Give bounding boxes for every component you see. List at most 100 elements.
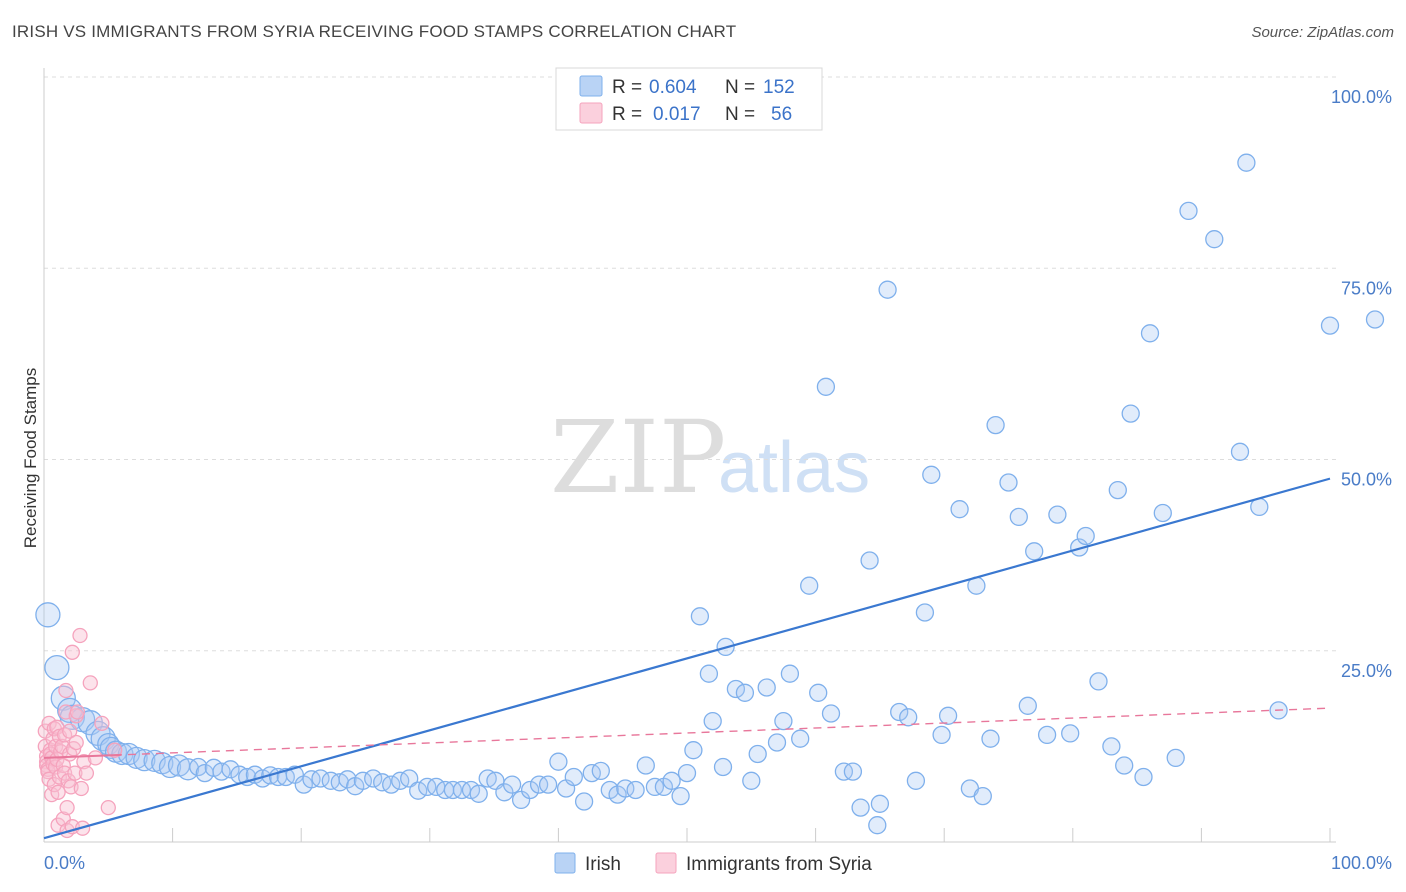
syria-point-46	[72, 627, 88, 644]
legend-n-value-1: 152	[763, 77, 795, 98]
x-tick-label-100: 100.0%	[1331, 853, 1392, 873]
irish-point-99	[843, 762, 863, 781]
irish-point-122	[1037, 725, 1057, 745]
syria-point-27	[55, 757, 71, 774]
syria-point-36	[62, 723, 78, 739]
syria-point-33	[59, 799, 75, 816]
irish-point-58	[502, 775, 522, 794]
syria-point-54	[100, 799, 116, 816]
syria-point-55	[107, 742, 123, 758]
irish-point-92	[780, 664, 800, 683]
legend-n-label-1: N =	[725, 77, 755, 98]
irish-point-85	[726, 679, 746, 699]
irish-point-65	[564, 767, 583, 787]
irish-point-127	[1089, 672, 1108, 691]
irish-point-89	[757, 678, 776, 697]
irish-point-105	[890, 702, 909, 722]
irish-point-25	[221, 760, 240, 779]
legend-swatch-syria	[579, 102, 603, 124]
irish-point-60	[520, 780, 540, 800]
gridlines	[44, 76, 1336, 652]
irish-point-80	[690, 607, 710, 626]
irish-point-91	[774, 711, 793, 731]
irish-point-0	[35, 602, 61, 628]
irish-point-76	[662, 771, 681, 790]
irish-point-66	[574, 792, 594, 811]
syria-point-53	[94, 715, 110, 732]
syria-point-49	[76, 754, 92, 770]
irish-point-115	[973, 786, 992, 806]
irish-point-133	[1140, 324, 1160, 343]
bottom-legend-swatch-irish	[554, 852, 576, 874]
source-label: Source: ZipAtlas.com	[1251, 24, 1394, 41]
x-axis-ticks	[172, 828, 1331, 842]
bottom-legend-swatch-syria	[655, 852, 677, 874]
legend-box: R = 0.604 N = 152 R = 0.017 N = 56	[555, 67, 823, 131]
irish-point-136	[1179, 201, 1198, 221]
irish-point-106	[899, 708, 918, 727]
irish-point-73	[636, 756, 655, 775]
irish-point-108	[915, 603, 935, 622]
irish-point-100	[851, 798, 870, 817]
irish-point-44	[382, 775, 401, 794]
irish-point-14	[125, 746, 148, 770]
irish-point-83	[713, 757, 733, 777]
irish-point-121	[1025, 542, 1044, 561]
irish-point-131	[1121, 404, 1140, 423]
chart-title: IRISH VS IMMIGRANTS FROM SYRIA RECEIVING…	[12, 22, 737, 41]
irish-point-82	[703, 711, 722, 731]
irish-point-102	[868, 816, 887, 835]
irish-point-117	[986, 415, 1005, 435]
irish-point-81	[699, 664, 719, 683]
bottom-legend: Irish Immigrants from Syria	[554, 852, 872, 875]
y-tick-labels: 100.0% 75.0% 50.0% 25.0%	[1331, 87, 1392, 681]
irish-point-78	[677, 763, 697, 783]
irish-point-93	[791, 729, 810, 748]
irish-point-47	[409, 781, 428, 800]
irish-point-126	[1076, 526, 1095, 546]
irish-point-135	[1166, 748, 1185, 768]
irish-point-86	[735, 683, 755, 702]
irish-point-42	[364, 769, 383, 788]
irish-point-123	[1048, 505, 1067, 524]
legend-r-value-1: 0.604	[649, 77, 697, 98]
irish-point-97	[821, 704, 841, 723]
legend-r-label-1: R =	[612, 77, 642, 98]
y-tick-label-75: 75.0%	[1341, 278, 1392, 298]
irish-points	[35, 153, 1385, 835]
y-tick-label-50: 50.0%	[1341, 470, 1392, 490]
irish-point-116	[981, 729, 1000, 748]
irish-point-129	[1108, 480, 1127, 500]
syria-point-39	[64, 644, 80, 660]
syria-points	[37, 627, 123, 839]
irish-point-90	[767, 733, 787, 752]
irish-point-101	[860, 551, 879, 570]
legend-swatch-irish	[579, 75, 603, 97]
syria-point-51	[82, 675, 98, 691]
bottom-legend-label-syria: Immigrants from Syria	[686, 854, 872, 875]
irish-point-46	[400, 769, 419, 788]
irish-point-72	[626, 780, 645, 800]
irish-point-95	[809, 683, 828, 702]
legend-n-label-2: N =	[725, 104, 755, 125]
watermark-atlas: atlas	[718, 428, 870, 508]
irish-point-103	[870, 794, 890, 813]
irish-point-77	[671, 786, 690, 806]
irish-point-119	[1009, 507, 1028, 527]
x-tick-label-0: 0.0%	[44, 853, 85, 873]
irish-trend-line	[43, 477, 1331, 840]
irish-point-94	[800, 576, 819, 595]
irish-point-139	[1237, 153, 1256, 172]
irish-point-68	[591, 761, 610, 781]
irish-point-110	[932, 725, 951, 745]
irish-point-62	[538, 775, 558, 794]
y-tick-label-100: 100.0%	[1331, 87, 1392, 107]
irish-point-54	[469, 784, 488, 803]
irish-point-142	[1320, 316, 1340, 335]
irish-point-109	[922, 465, 941, 484]
irish-point-118	[999, 473, 1018, 492]
irish-point-112	[950, 500, 969, 519]
syria-point-50	[78, 765, 95, 781]
irish-point-130	[1115, 756, 1134, 775]
